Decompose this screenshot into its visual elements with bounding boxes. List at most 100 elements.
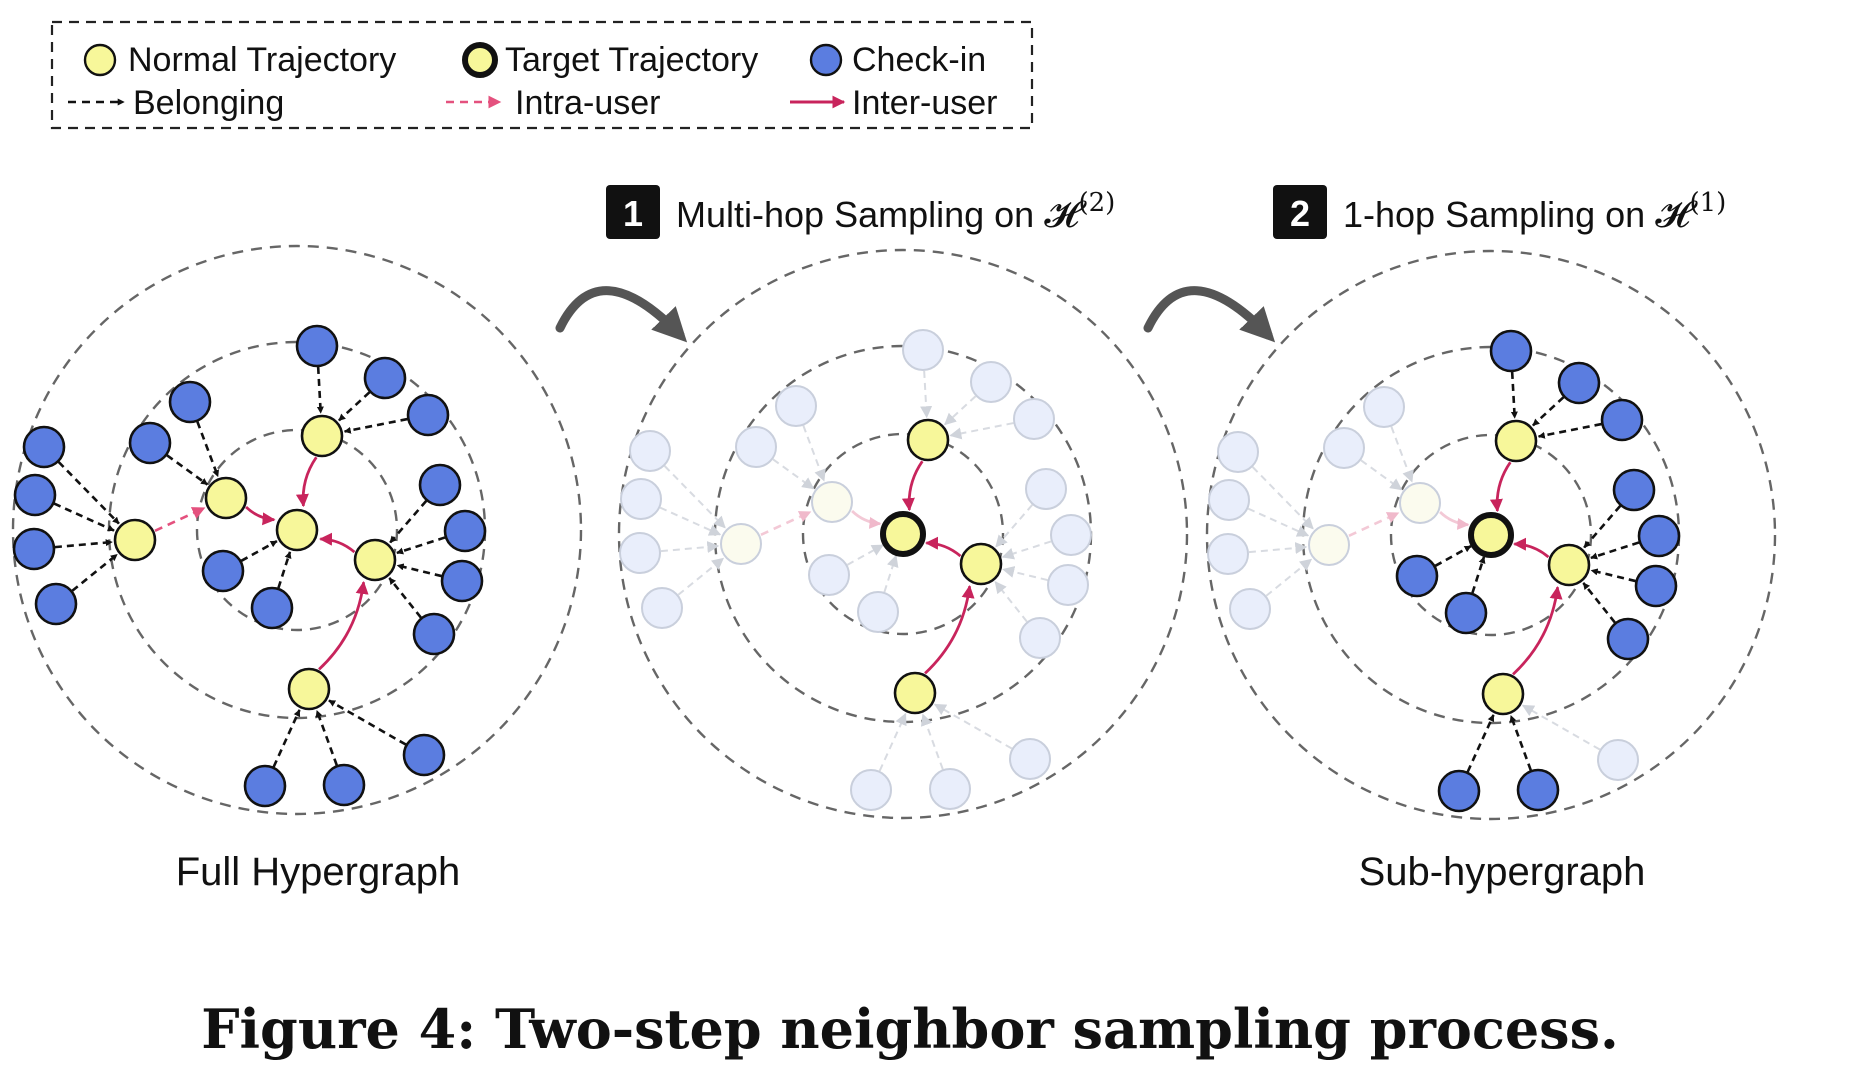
checkin-icon [809,43,843,77]
checkin-node [34,582,78,626]
belonging-edge [659,506,722,536]
target-trajectory-icon [462,42,498,78]
inter-user-edge [925,536,962,558]
belonging-edge [677,557,725,596]
intra-user-edge [154,506,206,532]
hop-ring-3 [617,248,1189,820]
belonging-edge [1537,422,1602,439]
checkin-node [1395,554,1439,598]
checkin-node [1612,468,1656,512]
intra-user-edge [1348,511,1400,537]
checkin-node [808,554,850,596]
trajectory-node [959,542,1003,586]
belonging-edge [1582,582,1616,624]
checkin-node [322,763,366,807]
inter-user-edge [851,510,882,529]
checkin-node [1207,533,1249,575]
belonging-edge [1466,714,1495,773]
checkin-node [1437,769,1481,813]
belonging-edge [166,454,209,486]
checkin-node [128,421,172,465]
checkin-node [1208,479,1250,521]
trajectory-node [893,671,937,715]
step-1-badge-number: 1 [623,193,643,234]
inter-user-edge [245,506,276,526]
belonging-edge [772,458,815,490]
panel-sub-hypergraph [1205,249,1777,821]
belonging-edge [1434,545,1472,567]
inter-user-edge [1512,585,1563,676]
inter-user-edge [318,580,369,671]
belonging-edge [949,422,1014,440]
belonging-edge [802,425,826,482]
checkin-node [929,768,971,810]
checkin-node [250,586,294,630]
belonging-edge [933,703,1013,750]
checkin-node [857,591,899,633]
step-2-badge [1273,185,1327,239]
belonging-edge [878,712,907,772]
trajectory-node [1308,524,1350,566]
checkin-node [243,764,287,808]
belonging-edge [388,577,422,619]
panel-label-sub: Sub-hypergraph [1359,850,1646,894]
checkin-node [1025,468,1067,510]
checkin-node [1013,398,1055,440]
legend-checkin: Check-in [852,41,986,79]
figure-caption: Figure 4: Two-step neighbor sampling pro… [201,997,1619,1061]
step-2-label: 1-hop Sampling on 𝓗(1) [1343,188,1726,236]
belonging-edge [1390,426,1414,483]
hop-ring-1 [195,428,399,632]
belonging-edge [994,581,1028,623]
belonging-edge [1509,714,1533,771]
hop-ring-3 [11,244,583,816]
step-2-badge-number: 2 [1290,193,1310,234]
legend-belonging: Belonging [133,84,284,122]
legend-inter-user: Inter-user [852,84,998,122]
checkin-node [1637,514,1681,558]
checkin-node [1019,617,1061,659]
trajectory-node [287,667,331,711]
belonging-edge [1360,459,1403,491]
trajectory-node [1547,543,1591,587]
belonging-edge [1521,704,1601,751]
belonging-edge [389,500,428,544]
step-2-header: 2 1-hop Sampling on 𝓗(1) [1273,185,1726,239]
checkin-node [1229,588,1271,630]
belonging-edge [316,366,324,414]
checkin-node [1557,361,1601,405]
belonging-edge [57,461,120,525]
checkin-node [13,473,57,517]
checkin-node [1323,427,1365,469]
inter-user-edge [1489,461,1512,513]
checkin-node [295,324,339,368]
trajectory-node [204,476,248,520]
checkin-node [1217,431,1259,473]
belonging-edge [1510,371,1518,419]
checkin-node [1634,564,1678,608]
belonging-edge [1590,541,1640,560]
panel-full-hypergraph [11,244,583,816]
checkin-node [1600,398,1644,442]
checkin-node [1606,617,1650,661]
checkin-node [440,559,484,603]
normal-trajectory-icon [83,43,117,77]
step-1-label: Multi-hop Sampling on 𝓗(2) [676,188,1115,236]
panel-label-full: Full Hypergraph [176,850,461,894]
inter-user-edge [924,584,975,675]
checkin-node [735,426,777,468]
checkin-node [902,329,944,371]
belonging-edge [944,395,977,426]
belonging-edge [1251,466,1314,530]
legend: Normal Trajectory Target Trajectory Chec… [50,20,1034,130]
belonging-edge [396,563,442,578]
checkin-node [418,463,462,507]
belonging-edge [663,465,726,529]
target-trajectory-node [880,511,926,557]
checkin-node [1050,514,1092,556]
belonging-edge [1583,505,1622,549]
checkin-node [1597,739,1639,781]
belonging-edge [660,541,720,553]
belonging-edge [995,504,1034,548]
checkin-node [1489,329,1533,373]
